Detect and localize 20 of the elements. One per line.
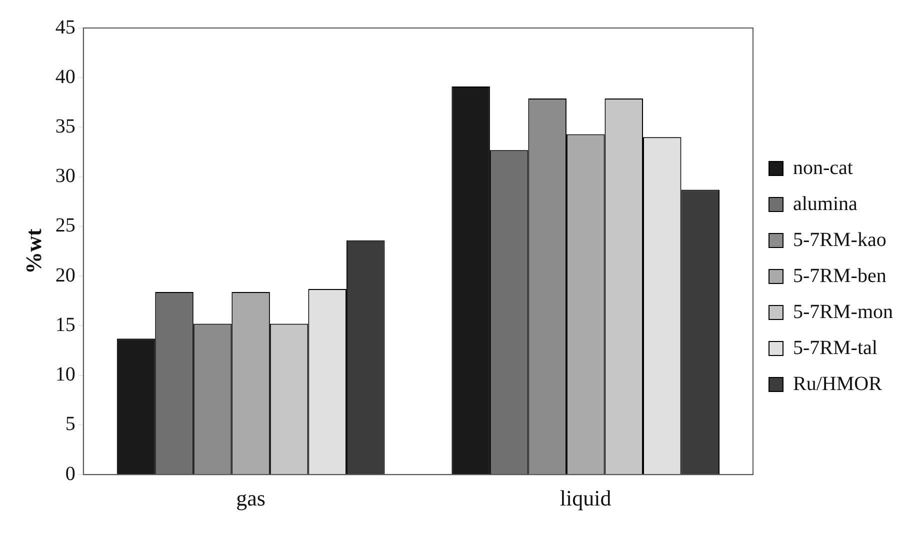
y-tick-label: 0: [65, 462, 76, 485]
legend-label: 5-7RM-mon: [793, 300, 893, 323]
y-tick-label: 25: [55, 214, 76, 237]
y-tick-label: 5: [65, 413, 76, 436]
y-tick-label: 40: [55, 66, 76, 88]
y-tick-label: 15: [55, 314, 76, 336]
y-tick-label: 10: [55, 364, 76, 386]
legend-label: Ru/HMOR: [793, 372, 883, 395]
legend-label: non-cat: [793, 156, 854, 179]
legend-label: 5-7RM-ben: [793, 264, 886, 287]
legend-label: alumina: [793, 192, 858, 215]
x-tick-label: liquid: [560, 486, 612, 511]
x-tick-label: gas: [236, 486, 266, 511]
y-tick-label: 20: [55, 264, 76, 286]
y-tick-label: 45: [55, 16, 76, 38]
y-tick-label: 35: [55, 115, 76, 138]
y-tick-label: 30: [55, 165, 76, 188]
legend-label: 5-7RM-tal: [793, 336, 878, 359]
legend-label: 5-7RM-kao: [793, 228, 886, 251]
y-axis-title: %wt: [20, 228, 46, 274]
